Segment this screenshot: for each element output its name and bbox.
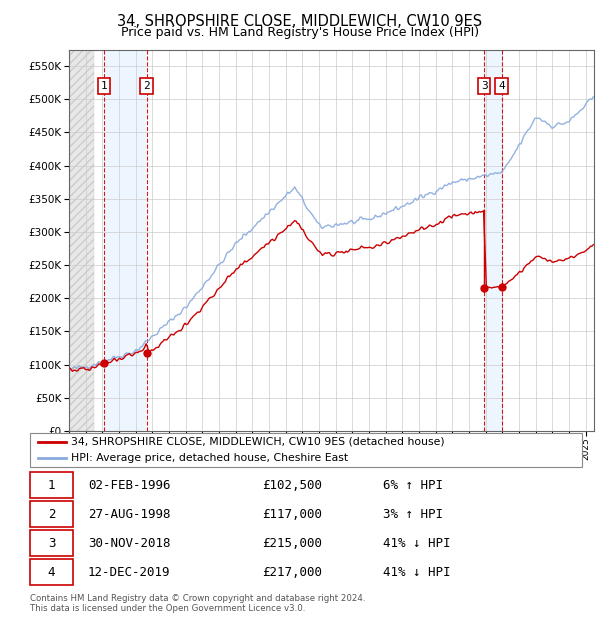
FancyBboxPatch shape <box>30 501 73 528</box>
Text: 12-DEC-2019: 12-DEC-2019 <box>88 565 170 578</box>
Bar <box>104 50 146 431</box>
Text: 41% ↓ HPI: 41% ↓ HPI <box>383 565 451 578</box>
Text: 3: 3 <box>481 81 488 91</box>
Text: Contains HM Land Registry data © Crown copyright and database right 2024.: Contains HM Land Registry data © Crown c… <box>30 594 365 603</box>
FancyBboxPatch shape <box>30 472 73 498</box>
Text: 27-AUG-1998: 27-AUG-1998 <box>88 508 170 521</box>
Text: 1: 1 <box>100 81 107 91</box>
Text: 2: 2 <box>143 81 150 91</box>
Text: Price paid vs. HM Land Registry's House Price Index (HPI): Price paid vs. HM Land Registry's House … <box>121 26 479 39</box>
Text: 6% ↑ HPI: 6% ↑ HPI <box>383 479 443 492</box>
Text: 4: 4 <box>48 565 55 578</box>
Text: 3% ↑ HPI: 3% ↑ HPI <box>383 508 443 521</box>
Text: £117,000: £117,000 <box>262 508 322 521</box>
FancyBboxPatch shape <box>30 559 73 585</box>
Text: £217,000: £217,000 <box>262 565 322 578</box>
Text: 1: 1 <box>48 479 55 492</box>
Text: £215,000: £215,000 <box>262 536 322 549</box>
Bar <box>484 50 502 431</box>
Text: 2: 2 <box>48 508 55 521</box>
Text: 34, SHROPSHIRE CLOSE, MIDDLEWICH, CW10 9ES (detached house): 34, SHROPSHIRE CLOSE, MIDDLEWICH, CW10 9… <box>71 437 445 447</box>
Text: 3: 3 <box>48 536 55 549</box>
Text: 41% ↓ HPI: 41% ↓ HPI <box>383 536 451 549</box>
Text: 4: 4 <box>498 81 505 91</box>
Text: £102,500: £102,500 <box>262 479 322 492</box>
FancyBboxPatch shape <box>30 529 73 556</box>
Text: 34, SHROPSHIRE CLOSE, MIDDLEWICH, CW10 9ES: 34, SHROPSHIRE CLOSE, MIDDLEWICH, CW10 9… <box>118 14 482 29</box>
FancyBboxPatch shape <box>30 433 582 467</box>
Text: HPI: Average price, detached house, Cheshire East: HPI: Average price, detached house, Ches… <box>71 453 349 463</box>
Text: 02-FEB-1996: 02-FEB-1996 <box>88 479 170 492</box>
Text: This data is licensed under the Open Government Licence v3.0.: This data is licensed under the Open Gov… <box>30 604 305 613</box>
Text: 30-NOV-2018: 30-NOV-2018 <box>88 536 170 549</box>
